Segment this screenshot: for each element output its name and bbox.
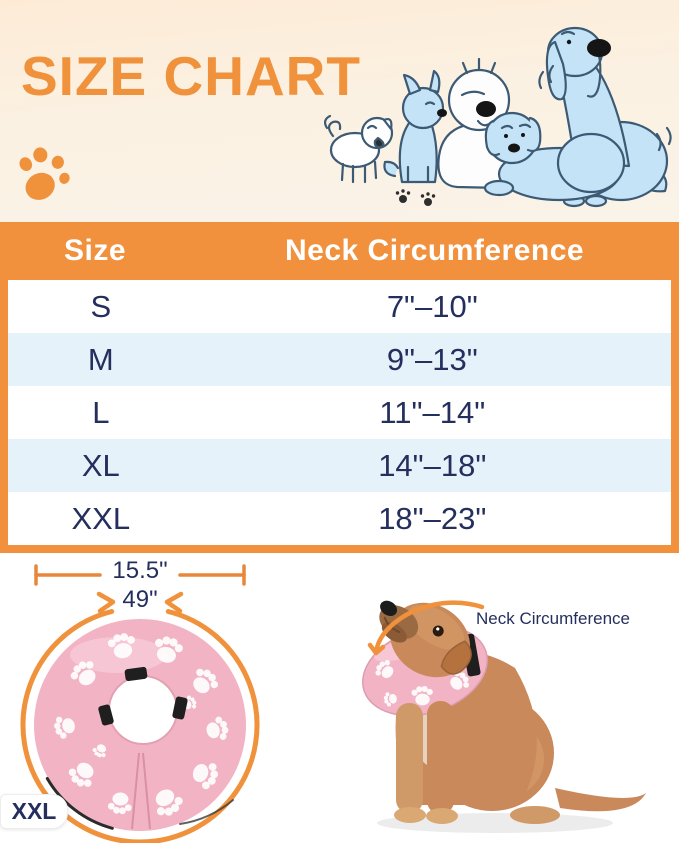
table-row: M 9"–13" — [8, 333, 671, 386]
neck-circumference-arrow — [367, 600, 485, 656]
neck-cell: 7"–10" — [386, 288, 478, 324]
table-row: XL 14"–18" — [8, 439, 671, 492]
size-cell: XXL — [71, 500, 131, 536]
width-measure-line — [34, 564, 246, 586]
blue-sitting-dog-icon — [383, 69, 447, 184]
column-header-size: Size — [64, 234, 127, 267]
collar-width-label: 15.5" — [112, 557, 168, 584]
neck-cell: 14"–18" — [378, 447, 487, 483]
table-body: S 7"–10" M 9"–13" L 11"–14" XL 14"–18" X… — [8, 280, 671, 545]
hero-banner: SIZE CHART — [0, 0, 679, 222]
paw-print-pattern — [54, 633, 229, 816]
table-row: XXL 18"–23" — [8, 492, 671, 545]
velcro-tabs — [98, 666, 188, 726]
size-cell: XL — [81, 447, 120, 483]
small-white-dog-icon — [327, 116, 394, 184]
column-header-neck: Neck Circumference — [284, 234, 585, 267]
size-cell: M — [87, 341, 114, 377]
dogs-illustration — [323, 26, 672, 208]
blue-lying-dog-icon — [483, 111, 626, 202]
dog-front-legs — [394, 701, 458, 824]
paw-icon — [19, 147, 70, 200]
neck-circumference-label: Neck Circumference — [476, 609, 630, 628]
page-title: SIZE CHART — [21, 45, 361, 107]
collar-neck-hole — [108, 675, 178, 745]
collar-measurement-figure: 15.5" 49" XXL — [0, 553, 340, 843]
table-row: S 7"–10" — [8, 280, 671, 333]
dog-wearing-collar-figure: Neck Circumference — [330, 553, 679, 843]
collar-illustration — [20, 564, 260, 843]
size-badge: XXL — [0, 794, 68, 829]
neck-cell: 11"–14" — [379, 394, 486, 430]
neck-cell: 18"–23" — [378, 500, 487, 536]
table-header: Size Neck Circumference — [0, 222, 679, 280]
inflatable-collar — [34, 619, 246, 831]
size-chart-table: Size Neck Circumference S 7"–10" M 9"–13… — [0, 222, 679, 553]
table-row: L 11"–14" — [8, 386, 671, 439]
motion-marks — [323, 64, 672, 152]
size-cell: S — [90, 288, 112, 324]
neck-cell: 9"–13" — [386, 341, 478, 377]
circumference-arrow — [20, 591, 260, 843]
paw-prints-icon — [395, 189, 436, 206]
puppy-photo — [362, 600, 646, 833]
dog-tail — [555, 788, 646, 812]
collar-circumference-label: 49" — [122, 586, 158, 613]
size-cell: L — [92, 394, 110, 430]
